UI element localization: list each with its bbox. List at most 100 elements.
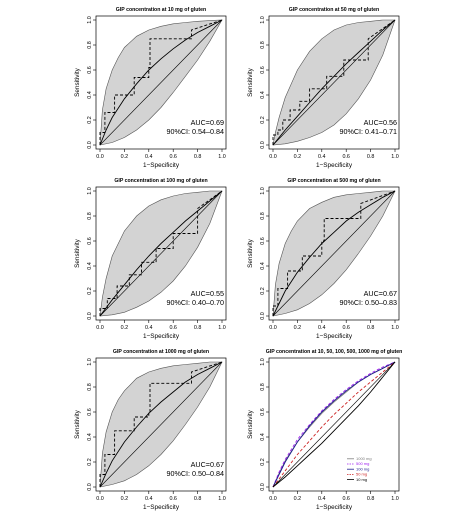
x-tick-label: 0.6 <box>169 325 177 331</box>
y-tick-label: 0.6 <box>260 66 266 74</box>
y-tick-label: 0.0 <box>87 483 93 491</box>
plot-frame <box>268 15 400 150</box>
roc-panel-3: 0.0 0.2 0.4 0.6 0.8 1.0 0.0 0.2 0.4 0.6 0.8 1.0 GIP … <box>74 178 227 340</box>
y-tick-label: 0.6 <box>87 408 93 416</box>
x-tick-label: 0.2 <box>294 154 302 160</box>
y-tick-label: 0.0 <box>260 141 266 149</box>
x-tick-label: 0.4 <box>145 325 153 331</box>
y-axis-label: Sensitivity <box>247 409 254 439</box>
x-tick-label: 0.4 <box>318 154 326 160</box>
x-tick-label: 1.0 <box>391 496 399 502</box>
chart-title: GIP concentration at 10, 50, 100, 500, 1… <box>266 349 403 355</box>
x-tick-label: 0.0 <box>96 496 104 502</box>
x-axis-label: 1−Specificity <box>143 333 180 340</box>
x-tick-label: 0.4 <box>318 496 326 502</box>
x-tick-label: 0.2 <box>121 496 129 502</box>
y-tick-label: 1.0 <box>260 358 266 366</box>
x-tick-label: 0.6 <box>342 154 350 160</box>
y-axis-label: Sensitivity <box>74 238 81 268</box>
y-tick-label: 0.6 <box>87 237 93 245</box>
y-tick-label: 0.0 <box>87 141 93 149</box>
y-tick-label: 0.8 <box>87 212 93 220</box>
ci-annotation: 90%CI: 0.41–0.71 <box>339 127 397 136</box>
x-tick-label: 0.6 <box>342 325 350 331</box>
x-tick-label: 0.8 <box>367 496 375 502</box>
x-tick-label: 0.2 <box>121 325 129 331</box>
y-tick-label: 0.4 <box>87 433 93 441</box>
ci-annotation: 90%CI: 0.50–0.83 <box>339 298 397 307</box>
y-tick-label: 0.8 <box>87 41 93 49</box>
auc-annotation: AUC=0.69 <box>191 118 224 127</box>
x-tick-label: 0.0 <box>269 325 277 331</box>
x-tick-label: 0.0 <box>269 154 277 160</box>
legend-label: 100 mg <box>356 466 369 471</box>
ci-annotation: 90%CI: 0.40–0.70 <box>166 298 224 307</box>
chart-title: GIP concentration at 10 mg of gluten <box>116 7 206 13</box>
x-axis-label: 1−Specificity <box>316 333 353 340</box>
smoothed-roc-curve <box>99 19 223 146</box>
x-axis-label: 1−Specificity <box>143 162 180 169</box>
reference-diagonal <box>272 19 396 146</box>
y-tick-label: 0.2 <box>260 116 266 124</box>
empirical-roc-step <box>99 19 223 145</box>
x-tick-label: 0.2 <box>294 325 302 331</box>
y-tick-label: 0.4 <box>260 262 266 270</box>
roc-curve-500-mg <box>272 361 396 488</box>
y-tick-label: 0.2 <box>260 458 266 466</box>
y-tick-label: 0.8 <box>87 383 93 391</box>
x-axis-label: 1−Specificity <box>316 504 353 511</box>
chart-title: GIP concentration at 100 mg of gluten <box>114 178 207 184</box>
y-axis-label: Sensitivity <box>247 238 254 268</box>
y-axis-label: Sensitivity <box>74 409 81 439</box>
x-axis-label: 1−Specificity <box>316 162 353 169</box>
y-tick-label: 0.6 <box>260 237 266 245</box>
y-tick-label: 0.8 <box>260 212 266 220</box>
smoothed-roc-curve <box>99 361 223 488</box>
chart-title: GIP concentration at 50 mg of gluten <box>289 7 379 13</box>
roc-panel-2: 0.0 0.2 0.4 0.6 0.8 1.0 0.0 0.2 0.4 0.6 0.8 1.0 GIP … <box>247 7 400 169</box>
empirical-roc-step <box>272 190 396 316</box>
y-tick-label: 0.0 <box>260 312 266 320</box>
y-axis-label: Sensitivity <box>247 67 254 97</box>
x-tick-label: 0.8 <box>194 325 202 331</box>
plot-frame <box>95 15 227 150</box>
legend-label: 500 mg <box>356 461 369 466</box>
empirical-roc-step <box>99 361 223 487</box>
x-tick-label: 1.0 <box>218 496 226 502</box>
reference-diagonal <box>272 190 396 317</box>
plot-frame <box>268 186 400 321</box>
y-tick-label: 0.2 <box>87 287 93 295</box>
x-tick-label: 0.0 <box>269 496 277 502</box>
reference-diagonal <box>272 361 396 488</box>
y-axis-label: Sensitivity <box>74 67 81 97</box>
y-tick-label: 1.0 <box>260 187 266 195</box>
y-tick-label: 0.0 <box>260 483 266 491</box>
roc-panel-5: 0.0 0.2 0.4 0.6 0.8 1.0 0.0 0.2 0.4 0.6 0.8 1.0 GIP … <box>74 349 227 511</box>
x-tick-label: 1.0 <box>218 325 226 331</box>
y-tick-label: 0.2 <box>260 287 266 295</box>
roc-panel-6: 0.0 0.2 0.4 0.6 0.8 1.00.00.20.40.60.81.0GIP … <box>247 349 402 511</box>
smoothed-roc-curve <box>99 190 223 317</box>
legend-label: 50 mg <box>356 472 367 477</box>
roc-panel-1: 0.0 0.2 0.4 0.6 0.8 1.0 0.0 0.2 0.4 0.6 0.8 1.0 GIP … <box>74 7 227 169</box>
y-tick-label: 0.6 <box>260 408 266 416</box>
reference-diagonal <box>99 19 223 146</box>
x-tick-label: 0.8 <box>367 325 375 331</box>
x-tick-label: 1.0 <box>391 325 399 331</box>
y-tick-label: 0.4 <box>260 433 266 441</box>
auc-annotation: AUC=0.55 <box>191 289 224 298</box>
y-tick-label: 0.4 <box>87 262 93 270</box>
empirical-roc-step <box>272 19 396 145</box>
chart-title: GIP concentration at 500 mg of gluten <box>287 178 380 184</box>
empirical-roc-step <box>99 190 223 316</box>
x-tick-label: 0.8 <box>367 154 375 160</box>
legend-label: 1000 mg <box>356 456 372 461</box>
auc-annotation: AUC=0.67 <box>364 289 397 298</box>
x-tick-label: 1.0 <box>218 154 226 160</box>
x-tick-label: 0.0 <box>96 325 104 331</box>
y-tick-label: 0.4 <box>87 91 93 99</box>
y-tick-label: 0.2 <box>87 116 93 124</box>
chart-title: GIP concentration at 1000 mg of gluten <box>113 349 209 355</box>
x-tick-label: 0.4 <box>145 154 153 160</box>
